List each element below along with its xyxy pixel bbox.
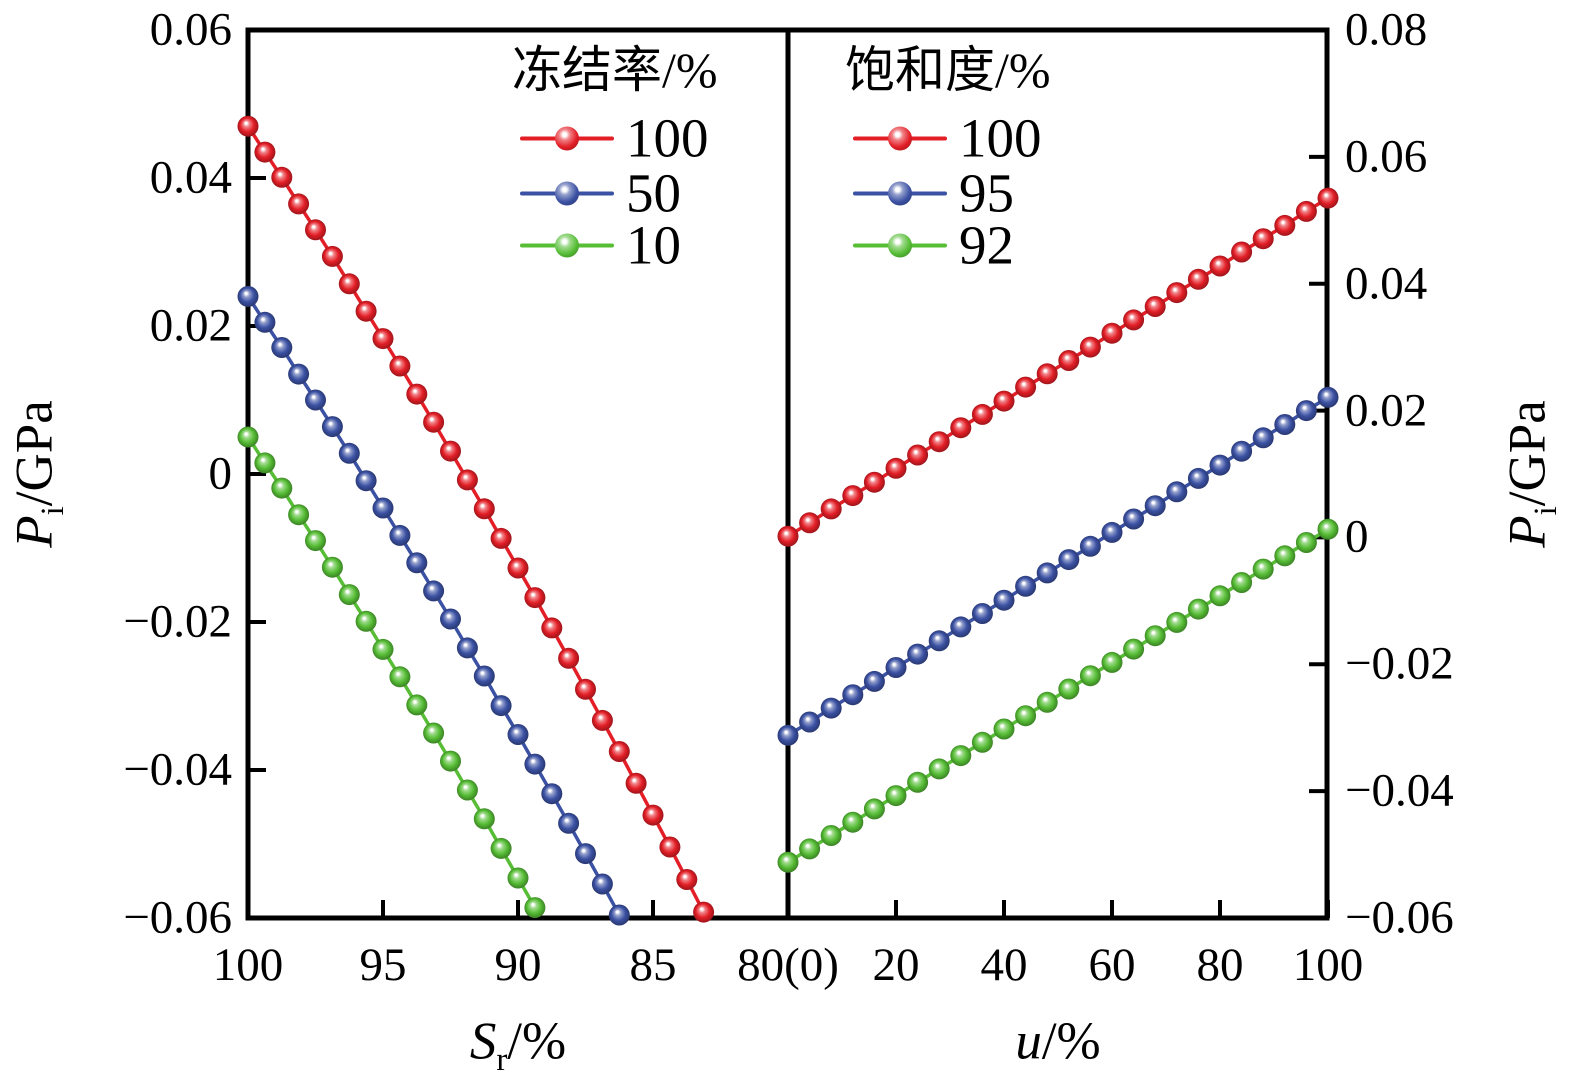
x-axis-tick-label: 100	[1292, 939, 1364, 991]
legend-marker-blue	[853, 179, 947, 207]
y-axis-tick-label: 0.04	[149, 151, 232, 204]
left-x-axis-title: Sr/%	[469, 1012, 567, 1079]
x-axis-tick-label: 100	[212, 939, 284, 991]
x-axis-tick-label: 40	[980, 939, 1028, 991]
x-axis-tick-label: 90	[494, 939, 542, 991]
legend-item-label: 92	[959, 214, 1014, 276]
legend-marker-red	[520, 124, 614, 152]
y-axis-variable: P	[1498, 515, 1557, 548]
series-saturation-panel-95	[777, 386, 1339, 746]
y-axis-tick-label: 0.08	[1345, 3, 1428, 56]
right-y-axis-title: Pi/GPa	[1498, 400, 1565, 548]
legend-marker-red	[853, 124, 947, 152]
legend-item-label: 100	[959, 107, 1042, 169]
legend-item: 10	[520, 218, 681, 273]
y-axis-tick-label: −0.06	[123, 891, 232, 944]
x-axis-variable: u	[1015, 1012, 1042, 1071]
y-axis-tick-label: −0.04	[1345, 764, 1454, 817]
y-axis-tick-label: −0.02	[123, 595, 232, 648]
y-axis-tick-label: 0.04	[1345, 257, 1428, 310]
y-axis-tick-label: 0.06	[1345, 130, 1428, 183]
series-saturation-panel-92	[777, 518, 1339, 873]
x-axis-tick-label: 95	[359, 939, 407, 991]
y-axis-tick-label: −0.06	[1345, 891, 1454, 944]
legend-item-label: 95	[959, 162, 1014, 224]
y-axis-tick-label: 0	[1345, 510, 1369, 563]
legend-title: 饱和度/%	[845, 42, 1051, 98]
y-axis-tick-label: 0	[208, 447, 233, 500]
legend-item: 92	[853, 218, 1014, 273]
legend-item: 100	[520, 111, 709, 166]
legend-item-label: 100	[626, 107, 709, 169]
x-axis-variable: S	[469, 1012, 497, 1071]
series-saturation-panel-100	[777, 187, 1339, 547]
right-x-axis-title: u/%	[1015, 1012, 1101, 1071]
legend-item: 95	[853, 166, 1014, 221]
series-freezing-rate-panel-50	[237, 285, 630, 926]
legend-item: 100	[853, 111, 1042, 166]
x-axis-tick-label: 60	[1088, 939, 1136, 991]
legend-marker-green	[520, 231, 614, 259]
left-y-axis-title: Pi/GPa	[5, 400, 72, 548]
x-axis-tick-label: 20	[872, 939, 920, 991]
series-freezing-rate-panel-10	[237, 426, 546, 919]
y-axis-tick-label: 0.02	[1345, 384, 1428, 437]
x-axis-tick-label: 80	[1196, 939, 1244, 991]
y-axis-variable: P	[5, 515, 64, 548]
x-axis-tick-label: 85	[629, 939, 677, 991]
y-axis-tick-label: −0.04	[123, 743, 232, 796]
y-axis-tick-label: −0.02	[1345, 637, 1454, 690]
y-axis-tick-label: 0.02	[149, 299, 232, 352]
legend-item-label: 10	[626, 214, 681, 276]
legend-title: 冻结率/%	[512, 42, 718, 98]
legend-item-label: 50	[626, 162, 681, 224]
series-freezing-rate-panel-100	[237, 115, 715, 923]
x-axis-tick-label: 80(0)	[737, 939, 839, 991]
legend-marker-green	[853, 231, 947, 259]
legend-marker-blue	[520, 179, 614, 207]
legend-item: 50	[520, 166, 681, 221]
y-axis-tick-label: 0.06	[149, 3, 232, 56]
